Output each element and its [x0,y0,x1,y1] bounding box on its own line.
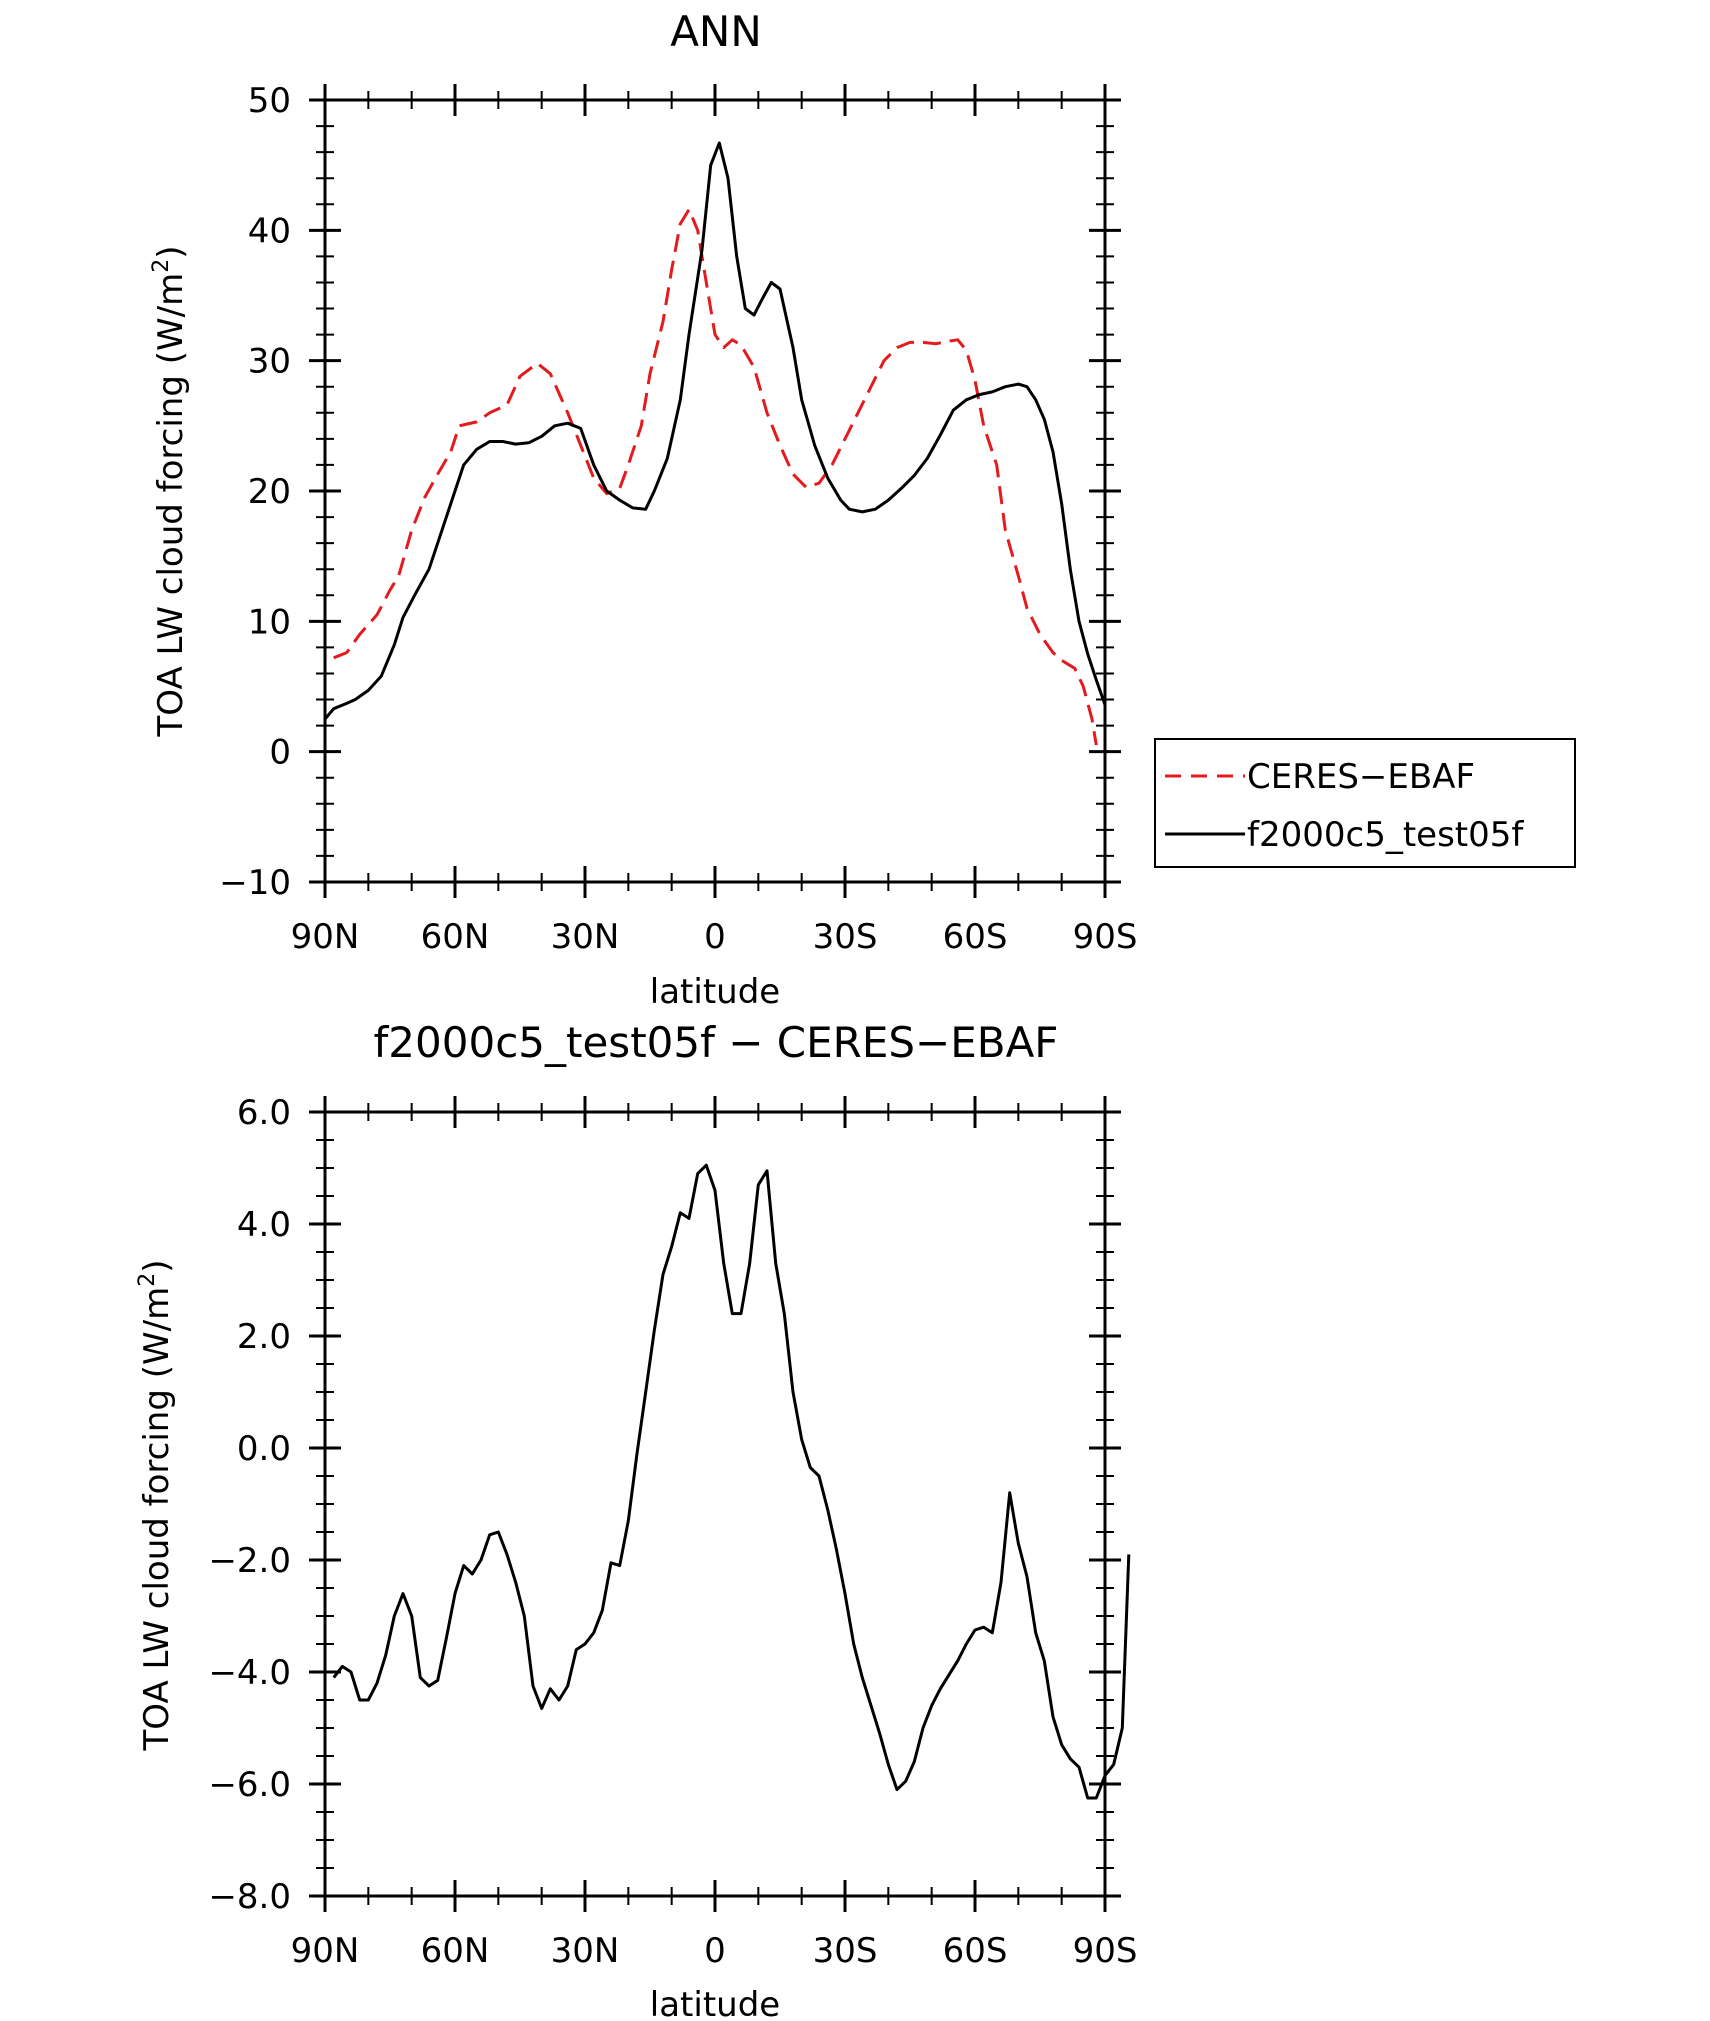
bottom-chart-title: f2000c5_test05f − CERES−EBAF [374,1018,1059,1067]
top-xtick-label: 30S [813,917,878,957]
bottom-ytick-label: 2.0 [237,1317,291,1357]
top-series-line-f2000c5-test05f [323,141,1107,721]
top-ytick-label: 10 [248,602,291,642]
legend-label-ceres: CERES−EBAF [1247,757,1475,797]
bottom-ytick-label: 0.0 [237,1429,291,1469]
svg-text:TOA LW cloud forcing (W/m2): TOA LW cloud forcing (W/m2) [149,246,191,738]
top-xtick-label: 60N [421,917,490,957]
top-panel: ANN −10 0 10 20 30 40 50 90N 60N 30N 0 30S 60S 90S TO… [149,7,1576,1012]
bottom-series-lines [332,1163,1131,1800]
top-x-axis-label: latitude [650,972,780,1012]
top-ytick-label: 20 [248,472,291,512]
bottom-xtick-label: 90S [1073,1931,1138,1971]
top-series-lines [323,141,1107,746]
top-xtick-label: 0 [704,917,726,957]
top-xtick-label: 30N [551,917,620,957]
bottom-ytick-label: 4.0 [237,1205,291,1245]
top-ytick-label: 50 [248,81,291,121]
top-xtick-label: 60S [943,917,1008,957]
bottom-xtick-label: 30S [813,1931,878,1971]
top-ytick-label: −10 [219,863,291,903]
bottom-series-line-difference [332,1163,1131,1800]
bottom-panel: f2000c5_test05f − CERES−EBAF −8.0 −6.0 −4.… [135,1018,1137,2021]
top-ytick-label: 0 [269,733,291,773]
bottom-x-axis-label: latitude [650,1985,780,2021]
bottom-y-axis-label: TOA LW cloud forcing (W/m2) [135,1260,177,1752]
bottom-xtick-label: 60S [943,1931,1008,1971]
bottom-ytick-label: 6.0 [237,1093,291,1133]
top-chart-title: ANN [670,7,762,56]
legend-label-model: f2000c5_test05f [1247,815,1524,855]
bottom-xtick-label: 0 [704,1931,726,1971]
top-xtick-label: 90N [291,917,360,957]
bottom-ytick-label: −6.0 [208,1765,291,1805]
legend-box [1154,738,1576,868]
top-ticks: −10 0 10 20 30 40 50 90N 60N 30N 0 30S 60S 90S [219,81,1137,957]
bottom-ytick-label: −2.0 [208,1541,291,1581]
top-xtick-label: 90S [1073,917,1138,957]
top-ytick-label: 30 [248,342,291,382]
bottom-xtick-label: 60N [421,1931,490,1971]
bottom-ytick-label: −8.0 [208,1877,291,1917]
legend: CERES−EBAF f2000c5_test05f [1154,738,1576,868]
svg-text:TOA LW cloud forcing (W/m2): TOA LW cloud forcing (W/m2) [135,1260,177,1752]
top-series-line-ceres-ebaf [333,208,1098,746]
top-plot-frame [323,98,1107,884]
bottom-ytick-label: −4.0 [208,1653,291,1693]
bottom-xtick-label: 30N [551,1931,620,1971]
bottom-ticks: −8.0 −6.0 −4.0 −2.0 0.0 2.0 4.0 6.0 90N 60N 30N 0 30… [208,1093,1137,1971]
top-y-axis-label: TOA LW cloud forcing (W/m2) [149,246,191,738]
bottom-plot-frame [323,1110,1107,1898]
bottom-xtick-label: 90N [291,1931,360,1971]
top-ytick-label: 40 [248,211,291,251]
